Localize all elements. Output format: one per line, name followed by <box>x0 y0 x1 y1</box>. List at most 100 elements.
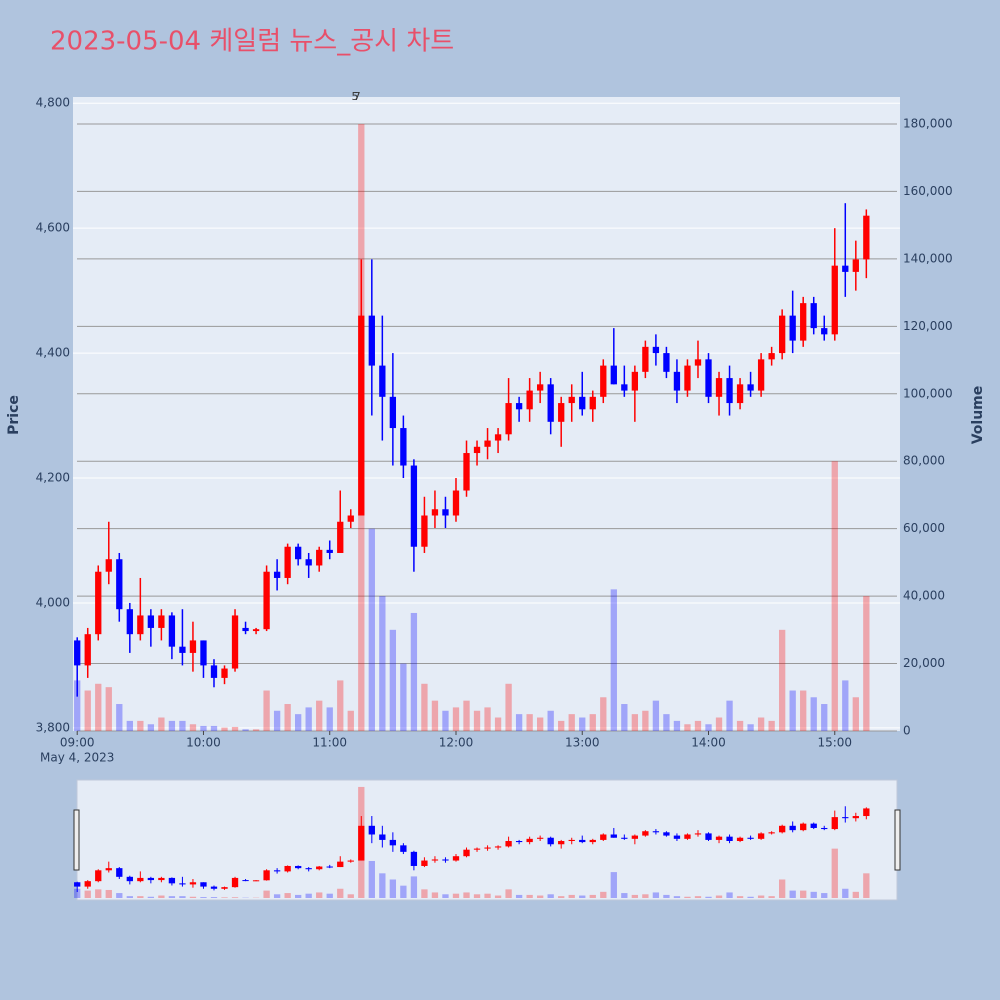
volume-bar <box>515 714 523 731</box>
x-tick-label: 10:00 <box>186 736 221 750</box>
volume-bar <box>537 717 544 731</box>
candle-body <box>779 315 786 354</box>
volume-bar <box>800 690 807 731</box>
mini-volume-bar <box>410 876 418 898</box>
mini-candle-body <box>494 846 502 848</box>
volume-bar <box>715 717 723 731</box>
mini-volume-bar <box>379 873 386 898</box>
volume-bar <box>631 714 639 731</box>
mini-volume-bar <box>400 885 407 898</box>
volume-bar <box>673 720 681 731</box>
mini-candle-body <box>284 865 291 872</box>
mini-volume-bar <box>484 893 491 898</box>
volume-bar <box>316 700 323 731</box>
mini-candle-body <box>147 877 155 881</box>
mini-candle-body <box>410 851 418 866</box>
mini-candle-body <box>547 837 554 845</box>
candle-body <box>726 378 733 404</box>
mini-candle-body <box>863 808 870 817</box>
y2-tick-label: 100,000 <box>903 386 953 400</box>
candle-body <box>231 615 239 669</box>
mini-volume-bar <box>442 894 449 898</box>
mini-volume-bar <box>642 894 649 898</box>
candle-body <box>705 359 712 397</box>
volume-bar <box>263 690 270 731</box>
candle-body <box>558 403 565 422</box>
candle-body <box>494 434 502 441</box>
volume-bar <box>221 727 228 731</box>
mini-candle-body <box>715 836 723 840</box>
candle-body <box>621 384 628 391</box>
volume-bar <box>705 724 712 731</box>
candle-body <box>747 384 754 391</box>
volume-bar <box>74 680 81 731</box>
candle-body <box>537 384 544 391</box>
candle-body <box>137 615 144 635</box>
mini-volume-bar <box>158 895 165 898</box>
volume-bar <box>147 724 155 731</box>
volume-bar <box>305 707 312 731</box>
chart-title: 2023-05-04 케일럼 뉴스_공시 차트 <box>50 27 454 57</box>
mini-candle-body <box>537 837 544 839</box>
candle-body <box>189 640 197 653</box>
mini-volume-bar <box>831 848 838 898</box>
candle-body <box>526 390 533 410</box>
range-handle[interactable] <box>73 809 80 871</box>
mini-candle-body <box>221 887 228 889</box>
y2-tick-label: 160,000 <box>903 184 953 198</box>
mini-volume-bar <box>852 891 859 898</box>
volume-bar <box>347 710 354 731</box>
mini-candle-body <box>473 848 481 850</box>
candle-body <box>473 446 481 454</box>
mini-candle-body <box>642 831 649 836</box>
volume-bar <box>273 710 281 731</box>
mini-candle-body <box>231 877 239 888</box>
candle-body <box>452 490 460 516</box>
mini-volume-bar <box>179 896 186 898</box>
candle-body <box>84 634 91 666</box>
mini-candle-body <box>295 865 302 869</box>
mini-candle-body <box>736 837 744 841</box>
mini-volume-bar <box>168 896 176 898</box>
candle-body <box>768 353 775 360</box>
mini-candle-body <box>442 859 449 861</box>
candle-body <box>463 453 470 491</box>
mini-volume-bar <box>789 890 796 898</box>
volume-bar <box>852 697 859 731</box>
mini-candle-body <box>126 876 133 882</box>
mini-candle-body <box>242 880 249 882</box>
mini-volume-bar <box>431 892 439 898</box>
volume-bar <box>295 714 302 731</box>
mini-candle-body <box>452 856 460 861</box>
mini-candle-body <box>263 870 270 881</box>
y-tick-label: 4,200 <box>36 471 70 485</box>
y-tick-label: 3,800 <box>36 720 70 734</box>
range-handle[interactable] <box>894 809 901 871</box>
mini-volume-bar <box>305 893 312 898</box>
x-sublabel: May 4, 2023 <box>40 751 114 765</box>
candle-body <box>158 615 165 628</box>
candle-body <box>95 571 102 635</box>
mini-candle-body <box>305 868 312 870</box>
candle-body <box>421 515 428 547</box>
candle-body <box>105 559 112 572</box>
volume-bar <box>410 612 418 731</box>
y2-axis-title: Volume <box>970 386 986 445</box>
mini-candle-body <box>779 825 786 833</box>
volume-bar <box>431 700 439 731</box>
mini-candle-body <box>526 838 533 843</box>
candle-body <box>410 465 418 547</box>
mini-candle-body <box>515 841 523 843</box>
mini-volume-bar <box>673 896 681 898</box>
mini-volume-bar <box>189 896 197 898</box>
candle-body <box>694 359 702 366</box>
volume-bar <box>589 714 596 731</box>
mini-candle-body <box>189 882 197 885</box>
mini-candle-body <box>673 835 681 839</box>
candle-body <box>757 359 765 391</box>
candle-body <box>305 559 312 566</box>
range-slider[interactable] <box>76 779 898 901</box>
volume-bar <box>558 720 565 731</box>
mini-candle-body <box>684 834 691 839</box>
mini-volume-bar <box>84 890 91 898</box>
